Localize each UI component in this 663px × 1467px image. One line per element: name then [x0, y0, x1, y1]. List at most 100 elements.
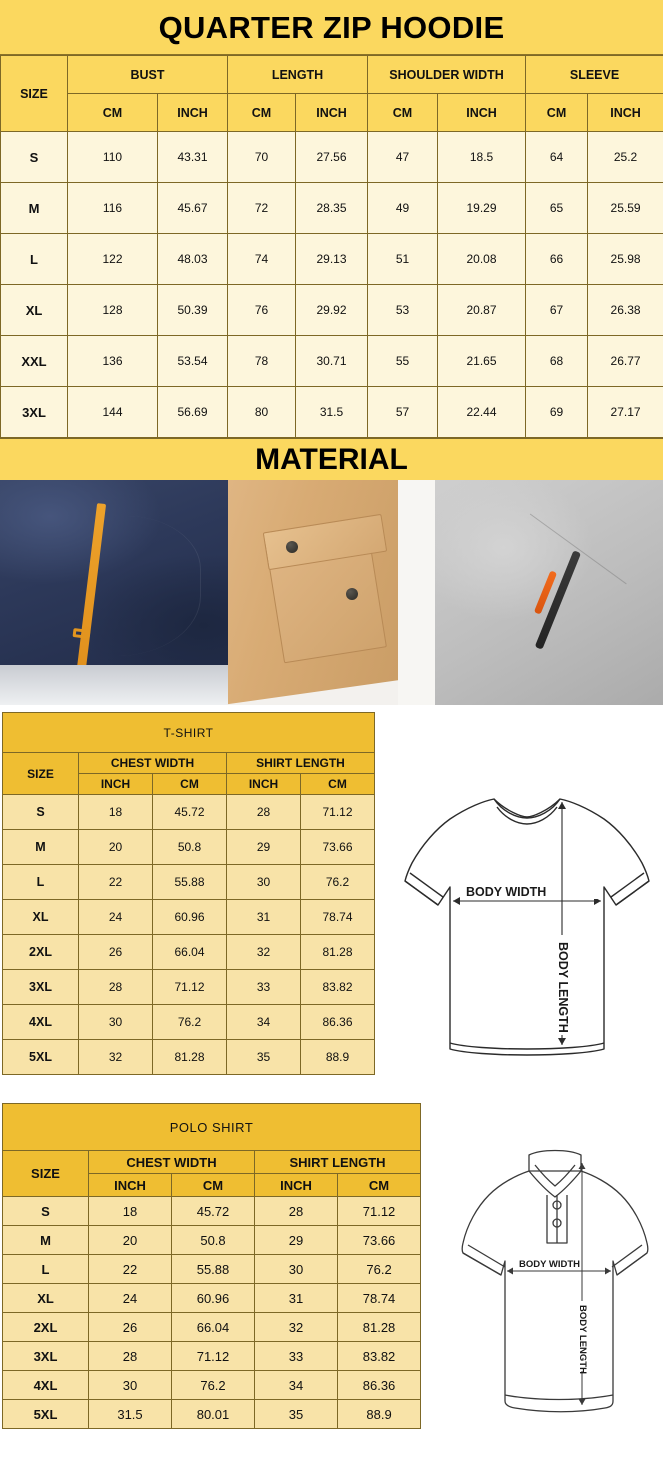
- polo-cell-size: 3XL: [2, 1341, 89, 1371]
- tshirt-cell-length-cm: 81.28: [299, 934, 376, 970]
- tshirt-cell-length-cm: 73.66: [299, 829, 376, 865]
- tshirt-cell-chest-inch: 26: [78, 934, 153, 970]
- tshirt-size-table: T-SHIRT SIZE CHEST WIDTH SHIRT LENGTH IN…: [1, 712, 376, 1075]
- seam-line: [5, 516, 201, 656]
- hoodie-cell-length-cm: 78: [227, 335, 296, 387]
- polo-cell-chest-cm: 71.12: [171, 1341, 255, 1371]
- polo-cell-length-cm: 88.9: [336, 1399, 422, 1429]
- hoodie-unit-length-inch: INCH: [294, 93, 369, 132]
- polo-cell-length-cm: 81.28: [336, 1312, 422, 1342]
- table-row: 3XL 28 71.12 33 83.82: [2, 969, 376, 1005]
- tshirt-cell-length-cm: 76.2: [299, 864, 376, 900]
- tshirt-cell-chest-cm: 71.12: [152, 969, 227, 1005]
- table-row: M 20 50.8 29 73.66: [2, 1225, 422, 1255]
- navy-hoodie-orange-zipper-pocket-photo: [0, 480, 228, 705]
- polo-cell-chest-cm: 50.8: [171, 1225, 255, 1255]
- polo-cell-size: M: [2, 1225, 89, 1255]
- tshirt-cell-size: 2XL: [2, 934, 79, 970]
- hoodie-cell-bust-cm: 144: [67, 386, 158, 438]
- polo-cell-size: 2XL: [2, 1312, 89, 1342]
- tshirt-cell-chest-inch: 32: [78, 1039, 153, 1075]
- table-row: L 22 55.88 30 76.2: [2, 864, 376, 900]
- tshirt-cell-chest-inch: 24: [78, 899, 153, 935]
- polo-cell-size: S: [2, 1196, 89, 1226]
- hoodie-unit-length-cm: CM: [227, 93, 296, 132]
- hoodie-cell-sleeve-cm: 68: [525, 335, 589, 387]
- hoodie-cell-shoulder-inch: 21.65: [437, 335, 527, 387]
- body-width-dimension: [507, 1267, 611, 1275]
- polo-cell-length-inch: 28: [254, 1196, 338, 1226]
- hoodie-cell-bust-inch: 50.39: [157, 284, 228, 336]
- tshirt-cell-length-inch: 32: [226, 934, 301, 970]
- polo-cell-chest-cm: 45.72: [171, 1196, 255, 1226]
- table-row: 2XL 26 66.04 32 81.28: [2, 1312, 422, 1342]
- polo-cell-chest-inch: 20: [88, 1225, 172, 1255]
- polo-cell-size: 5XL: [2, 1399, 89, 1429]
- grey-fleece-orange-zipper-pocket-photo: [435, 480, 663, 705]
- tshirt-unit-chest-cm: CM: [152, 773, 227, 795]
- tshirt-cell-size: S: [2, 794, 79, 830]
- hoodie-cell-size: XXL: [0, 335, 68, 387]
- hoodie-cell-sleeve-cm: 69: [525, 386, 589, 438]
- snap-button-icon: [285, 540, 298, 553]
- hoodie-section: QUARTER ZIP HOODIE SIZE BUST LENGTH SHOU…: [0, 0, 663, 438]
- polo-col-chest: CHEST WIDTH: [88, 1150, 255, 1174]
- tshirt-unit-length-cm: CM: [299, 773, 376, 795]
- tshirt-header-group-row: SIZE CHEST WIDTH SHIRT LENGTH: [2, 752, 376, 795]
- polo-cell-length-cm: 76.2: [336, 1254, 422, 1284]
- hoodie-cell-length-inch: 27.56: [294, 131, 369, 183]
- tan-cargo-pocket-snap-buttons-photo: [228, 480, 435, 705]
- hoodie-cell-size: L: [0, 233, 68, 285]
- tshirt-col-chest: CHEST WIDTH: [78, 752, 227, 774]
- hoodie-cell-shoulder-cm: 47: [367, 131, 439, 183]
- hoodie-cell-length-inch: 29.13: [294, 233, 369, 285]
- hoodie-unit-shoulder-cm: CM: [367, 93, 439, 132]
- hoodie-col-sleeve: SLEEVE: [525, 55, 663, 94]
- tshirt-unit-chest-inch: INCH: [78, 773, 153, 795]
- polo-section: POLO SHIRT SIZE CHEST WIDTH SHIRT LENGTH…: [0, 1095, 663, 1442]
- hoodie-cell-bust-cm: 128: [67, 284, 158, 336]
- tshirt-cell-length-inch: 31: [226, 899, 301, 935]
- table-row: 5XL 32 81.28 35 88.9: [2, 1039, 376, 1075]
- tshirt-cell-chest-inch: 18: [78, 794, 153, 830]
- table-row: M 116 45.67 72 28.35 49 19.29 65 25.59: [0, 182, 663, 234]
- tshirt-cell-chest-cm: 45.72: [152, 794, 227, 830]
- table-row: 2XL 26 66.04 32 81.28: [2, 934, 376, 970]
- hoodie-cell-sleeve-inch: 25.98: [587, 233, 663, 285]
- tshirt-cell-length-inch: 33: [226, 969, 301, 1005]
- polo-cell-size: 4XL: [2, 1370, 89, 1400]
- table-row: L 122 48.03 74 29.13 51 20.08 66 25.98: [0, 233, 663, 285]
- material-section: MATERIAL: [0, 438, 663, 705]
- tshirt-cell-size: M: [2, 829, 79, 865]
- hoodie-cell-shoulder-inch: 19.29: [437, 182, 527, 234]
- polo-cell-length-cm: 83.82: [336, 1341, 422, 1371]
- hoodie-cell-shoulder-inch: 22.44: [437, 386, 527, 438]
- polo-cell-length-inch: 29: [254, 1225, 338, 1255]
- polo-cell-length-cm: 86.36: [336, 1370, 422, 1400]
- tshirt-table-container: T-SHIRT SIZE CHEST WIDTH SHIRT LENGTH IN…: [1, 712, 376, 1075]
- polo-cell-chest-cm: 66.04: [171, 1312, 255, 1342]
- polo-cell-chest-cm: 60.96: [171, 1283, 255, 1313]
- hoodie-cell-length-cm: 70: [227, 131, 296, 183]
- polo-measurement-diagram: BODY WIDTH BODY LENGTH: [455, 1143, 655, 1428]
- hoodie-cell-shoulder-inch: 20.08: [437, 233, 527, 285]
- material-photo-strip: [0, 480, 663, 705]
- hoodie-cell-length-cm: 74: [227, 233, 296, 285]
- hoodie-cell-bust-inch: 53.54: [157, 335, 228, 387]
- hoodie-cell-length-cm: 72: [227, 182, 296, 234]
- polo-cell-chest-inch: 28: [88, 1341, 172, 1371]
- body-length-label: BODY LENGTH: [556, 942, 570, 1033]
- hoodie-unit-sleeve-inch: INCH: [587, 93, 663, 132]
- tshirt-unit-length-inch: INCH: [226, 773, 301, 795]
- hoodie-cell-length-inch: 28.35: [294, 182, 369, 234]
- material-title: MATERIAL: [0, 438, 663, 480]
- hoodie-cell-length-cm: 80: [227, 386, 296, 438]
- hoodie-cell-sleeve-inch: 26.77: [587, 335, 663, 387]
- polo-table-container: POLO SHIRT SIZE CHEST WIDTH SHIRT LENGTH…: [1, 1103, 422, 1429]
- hoodie-cell-bust-cm: 110: [67, 131, 158, 183]
- polo-cell-chest-cm: 80.01: [171, 1399, 255, 1429]
- tshirt-col-size: SIZE: [2, 752, 79, 795]
- polo-header-unit-row: INCH CM INCH CM: [3, 1173, 422, 1197]
- hoodie-cell-size: 3XL: [0, 386, 68, 438]
- tshirt-cell-length-inch: 29: [226, 829, 301, 865]
